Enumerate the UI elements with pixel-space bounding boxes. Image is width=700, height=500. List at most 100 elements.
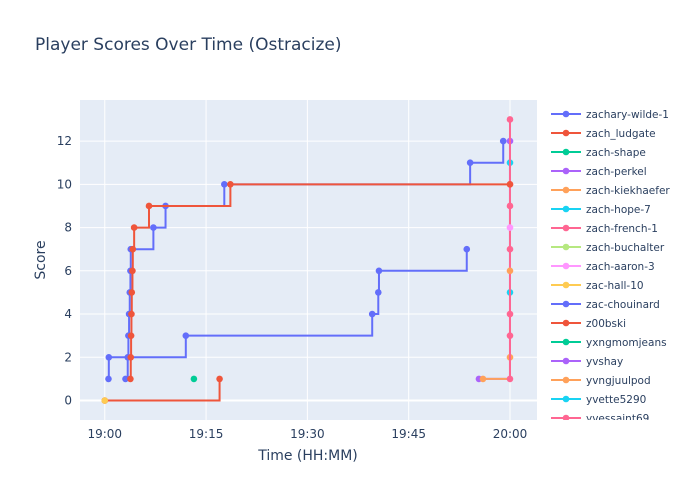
legend-item[interactable]: zachary-wilde-1 [551,109,669,121]
legend-label: zac-hall-10 [586,280,644,292]
x-tick-label: 19:00 [87,427,122,441]
series-zac-hall-10[interactable] [101,397,109,404]
y-axis-label: Score [33,240,49,279]
legend-marker-icon [562,414,570,420]
legend-marker-icon [562,110,570,118]
legend-marker-icon [562,357,570,365]
legend-label: zach-perkel [586,166,647,178]
data-point[interactable] [466,159,474,167]
data-point[interactable] [506,202,514,210]
series-zach-shape[interactable] [190,375,198,383]
legend-item[interactable]: yxngmomjeans [551,337,667,349]
data-point[interactable] [506,224,514,231]
y-tick-label: 6 [64,264,72,278]
legend-label: zach-buchalter [586,242,665,254]
data-point[interactable] [216,375,223,383]
data-point[interactable] [506,375,514,383]
plot-area[interactable] [80,100,537,420]
data-point[interactable] [128,310,135,318]
data-point[interactable] [506,116,514,123]
legend-marker-icon [562,395,570,403]
legend-label: yxngmomjeans [586,337,667,349]
legend-label: zach_ludgate [586,128,656,140]
legend-item[interactable]: zach-french-1 [551,223,658,235]
legend-label: yvette5290 [586,394,646,406]
data-point[interactable] [182,332,190,339]
data-point[interactable] [221,181,228,188]
legend-marker-icon [562,300,570,308]
legend-item[interactable]: zach-perkel [551,166,647,178]
data-point[interactable] [105,353,113,361]
y-tick-label: 12 [57,134,72,148]
legend-item[interactable]: zach-shape [551,147,646,159]
data-point[interactable] [506,332,514,339]
legend-marker-icon [562,186,570,194]
series-yvngjuulpod[interactable] [506,267,514,275]
data-point[interactable] [506,245,514,253]
y-tick-label: 4 [64,307,72,321]
legend-marker-icon [562,281,570,289]
legend-item[interactable]: zac-hall-10 [551,280,644,292]
legend-item[interactable]: zach-hope-7 [551,204,651,216]
legend-item[interactable]: zach-buchalter [551,242,665,254]
data-point[interactable] [374,289,382,296]
data-point[interactable] [105,375,112,383]
data-point[interactable] [375,267,383,275]
data-point[interactable] [145,202,153,210]
legend-marker-icon [562,262,570,270]
legend-marker-icon [562,224,570,232]
legend-label: zach-french-1 [586,223,658,235]
data-point[interactable] [227,181,234,188]
legend-item[interactable]: zac-chouinard [551,299,660,311]
legend-marker-icon [562,167,570,175]
data-point[interactable] [506,181,514,188]
data-point[interactable] [128,289,136,296]
x-tick-label: 19:15 [189,427,224,441]
legend[interactable]: zachary-wilde-1 zach_ludgate zach-shape zac… [551,109,670,425]
data-point[interactable] [463,245,471,253]
data-point[interactable] [499,137,507,145]
data-point[interactable] [122,375,129,383]
y-tick-label: 0 [64,394,72,408]
data-point[interactable] [190,375,198,383]
data-point[interactable] [129,267,136,275]
series-zach-aaron-3[interactable] [506,224,514,231]
data-point[interactable] [506,267,514,275]
legend-item[interactable]: zach_ludgate [551,128,656,140]
chart-title: Player Scores Over Time (Ostracize) [35,35,342,55]
data-point[interactable] [129,245,137,253]
data-point[interactable] [127,375,134,383]
x-axis-label: Time (HH:MM) [257,448,358,464]
legend-item[interactable]: zach-aaron-3 [551,261,655,273]
data-point[interactable] [506,310,514,318]
series-zac-chouinard[interactable] [105,245,471,383]
y-tick-label: 8 [64,221,72,235]
data-point[interactable] [479,375,487,383]
legend-item[interactable]: yvette5290 [551,394,646,406]
series-z00bski[interactable] [127,181,514,383]
legend-label: z00bski [586,318,626,330]
legend-label: zach-hope-7 [586,204,651,216]
x-tick-label: 19:30 [290,427,325,441]
series-line [129,183,510,380]
data-point[interactable] [368,310,376,318]
data-point[interactable] [130,224,138,231]
legend-item[interactable]: z00bski [551,318,626,330]
legend-marker-icon [562,338,570,346]
data-point[interactable] [127,353,135,361]
legend-item[interactable]: yvngjuulpod [551,375,651,387]
legend-marker-icon [562,319,570,327]
legend-item[interactable]: zach-kiekhaefer [551,185,670,197]
legend-label: zac-chouinard [586,299,660,311]
legend-item[interactable]: yvshay [551,356,623,368]
series-line [104,378,221,402]
legend-label: zachary-wilde-1 [586,109,669,121]
legend-marker-icon [562,148,570,156]
legend-label: yvshay [586,356,623,368]
legend-label: zach-shape [586,147,646,159]
data-point[interactable] [127,332,135,339]
legend-item[interactable]: yvessaint69 [551,413,649,425]
data-point[interactable] [150,224,157,231]
data-point[interactable] [101,397,109,404]
